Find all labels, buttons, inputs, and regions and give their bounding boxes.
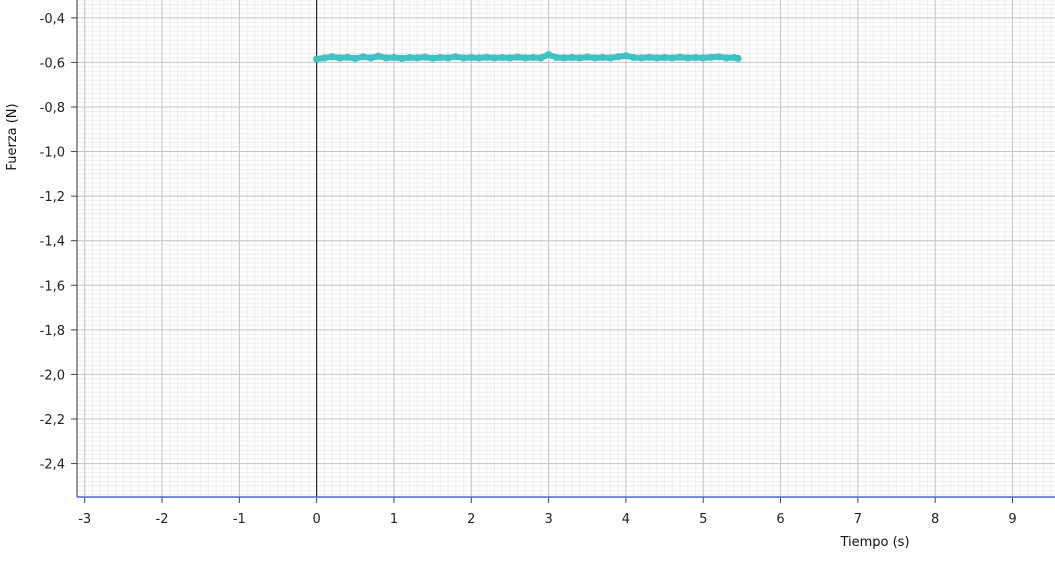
data-point <box>707 53 715 61</box>
x-tick-label: 9 <box>1008 512 1016 527</box>
major-grid <box>77 0 1055 497</box>
data-point <box>614 53 622 61</box>
data-point <box>606 54 615 62</box>
x-tick-label: -3 <box>78 512 91 527</box>
y-tick-label: -1,8 <box>40 324 65 339</box>
data-point <box>684 54 692 62</box>
x-tick-label: 2 <box>467 512 475 527</box>
data-point <box>676 53 684 61</box>
x-tick-labels: -3 -2 -1 0 1 2 3 4 5 6 7 8 9 <box>78 512 1016 527</box>
y-tick-label: -1,6 <box>40 279 65 294</box>
data-point <box>537 54 545 62</box>
x-tick-label: 3 <box>544 512 552 527</box>
data-point <box>436 53 444 62</box>
data-point <box>575 54 584 62</box>
data-point <box>591 54 599 62</box>
data-point <box>444 54 452 62</box>
x-tick-label: -1 <box>233 512 246 527</box>
data-point <box>475 54 483 62</box>
x-axis-title: Tiempo (s) <box>839 535 909 550</box>
data-point <box>498 53 506 62</box>
data-point <box>320 54 328 62</box>
data-point <box>637 54 646 62</box>
data-point <box>467 53 475 62</box>
data-point <box>421 53 429 61</box>
data-point <box>715 53 723 61</box>
data-point <box>568 53 576 62</box>
data-point <box>351 54 359 63</box>
x-tick-label: -2 <box>156 512 169 527</box>
data-point <box>336 54 344 62</box>
data-point <box>583 53 591 61</box>
data-point <box>734 54 742 63</box>
data-point <box>653 54 661 62</box>
y-tick-label: -1,0 <box>40 146 65 161</box>
y-tick-label: -2,2 <box>40 413 65 428</box>
data-point <box>460 54 468 62</box>
y-tick-label: -1,4 <box>40 235 65 250</box>
y-tick-label: -0,4 <box>40 12 65 27</box>
data-point <box>514 53 522 61</box>
data-point <box>645 53 653 61</box>
y-tick-labels: -0,4 -0,6 -0,8 -1,0 -1,2 -1,4 -1,6 -1,8 -2,0 -2,2… <box>40 12 65 473</box>
data-point <box>529 53 537 62</box>
x-tick-label: 1 <box>390 512 398 527</box>
data-point <box>560 54 568 62</box>
y-tick-label: -1,2 <box>40 190 65 205</box>
x-tick-label: 7 <box>854 512 862 527</box>
data-point <box>661 53 669 62</box>
data-point <box>668 54 676 62</box>
minor-grid <box>76 0 1055 497</box>
y-axis-title: Fuerza (N) <box>5 103 20 170</box>
data-point <box>699 54 707 62</box>
data-point <box>452 53 460 61</box>
data-point <box>359 53 367 61</box>
data-point <box>490 54 499 62</box>
data-point <box>691 53 700 62</box>
data-point <box>599 53 607 62</box>
data-point <box>545 51 553 59</box>
data-point <box>367 54 375 62</box>
data-point <box>390 53 398 62</box>
x-tick-label: 5 <box>699 512 707 527</box>
x-tick-label: 8 <box>931 512 939 527</box>
y-tick-label: -2,4 <box>40 458 65 473</box>
data-point <box>398 54 406 63</box>
data-point <box>328 53 336 61</box>
data-point <box>413 54 421 62</box>
x-tick-label: 4 <box>622 512 630 527</box>
data-point <box>405 53 413 62</box>
data-point <box>313 55 321 63</box>
x-tick-label: 0 <box>313 512 321 527</box>
data-point <box>722 54 731 62</box>
data-point <box>429 54 437 62</box>
data-point <box>630 53 638 62</box>
y-tick-label: -0,8 <box>40 101 65 116</box>
series-layer <box>313 51 742 63</box>
data-point <box>483 53 491 61</box>
data-point <box>382 54 390 62</box>
y-tick-label: -0,6 <box>40 56 65 71</box>
x-tick-label: 6 <box>776 512 784 527</box>
data-point <box>344 53 352 61</box>
data-point <box>506 54 514 62</box>
data-point <box>552 53 560 62</box>
axes <box>71 0 1055 503</box>
data-point <box>521 54 530 62</box>
data-point <box>622 52 630 60</box>
y-tick-label: -2,0 <box>40 368 65 383</box>
data-point <box>374 52 383 60</box>
